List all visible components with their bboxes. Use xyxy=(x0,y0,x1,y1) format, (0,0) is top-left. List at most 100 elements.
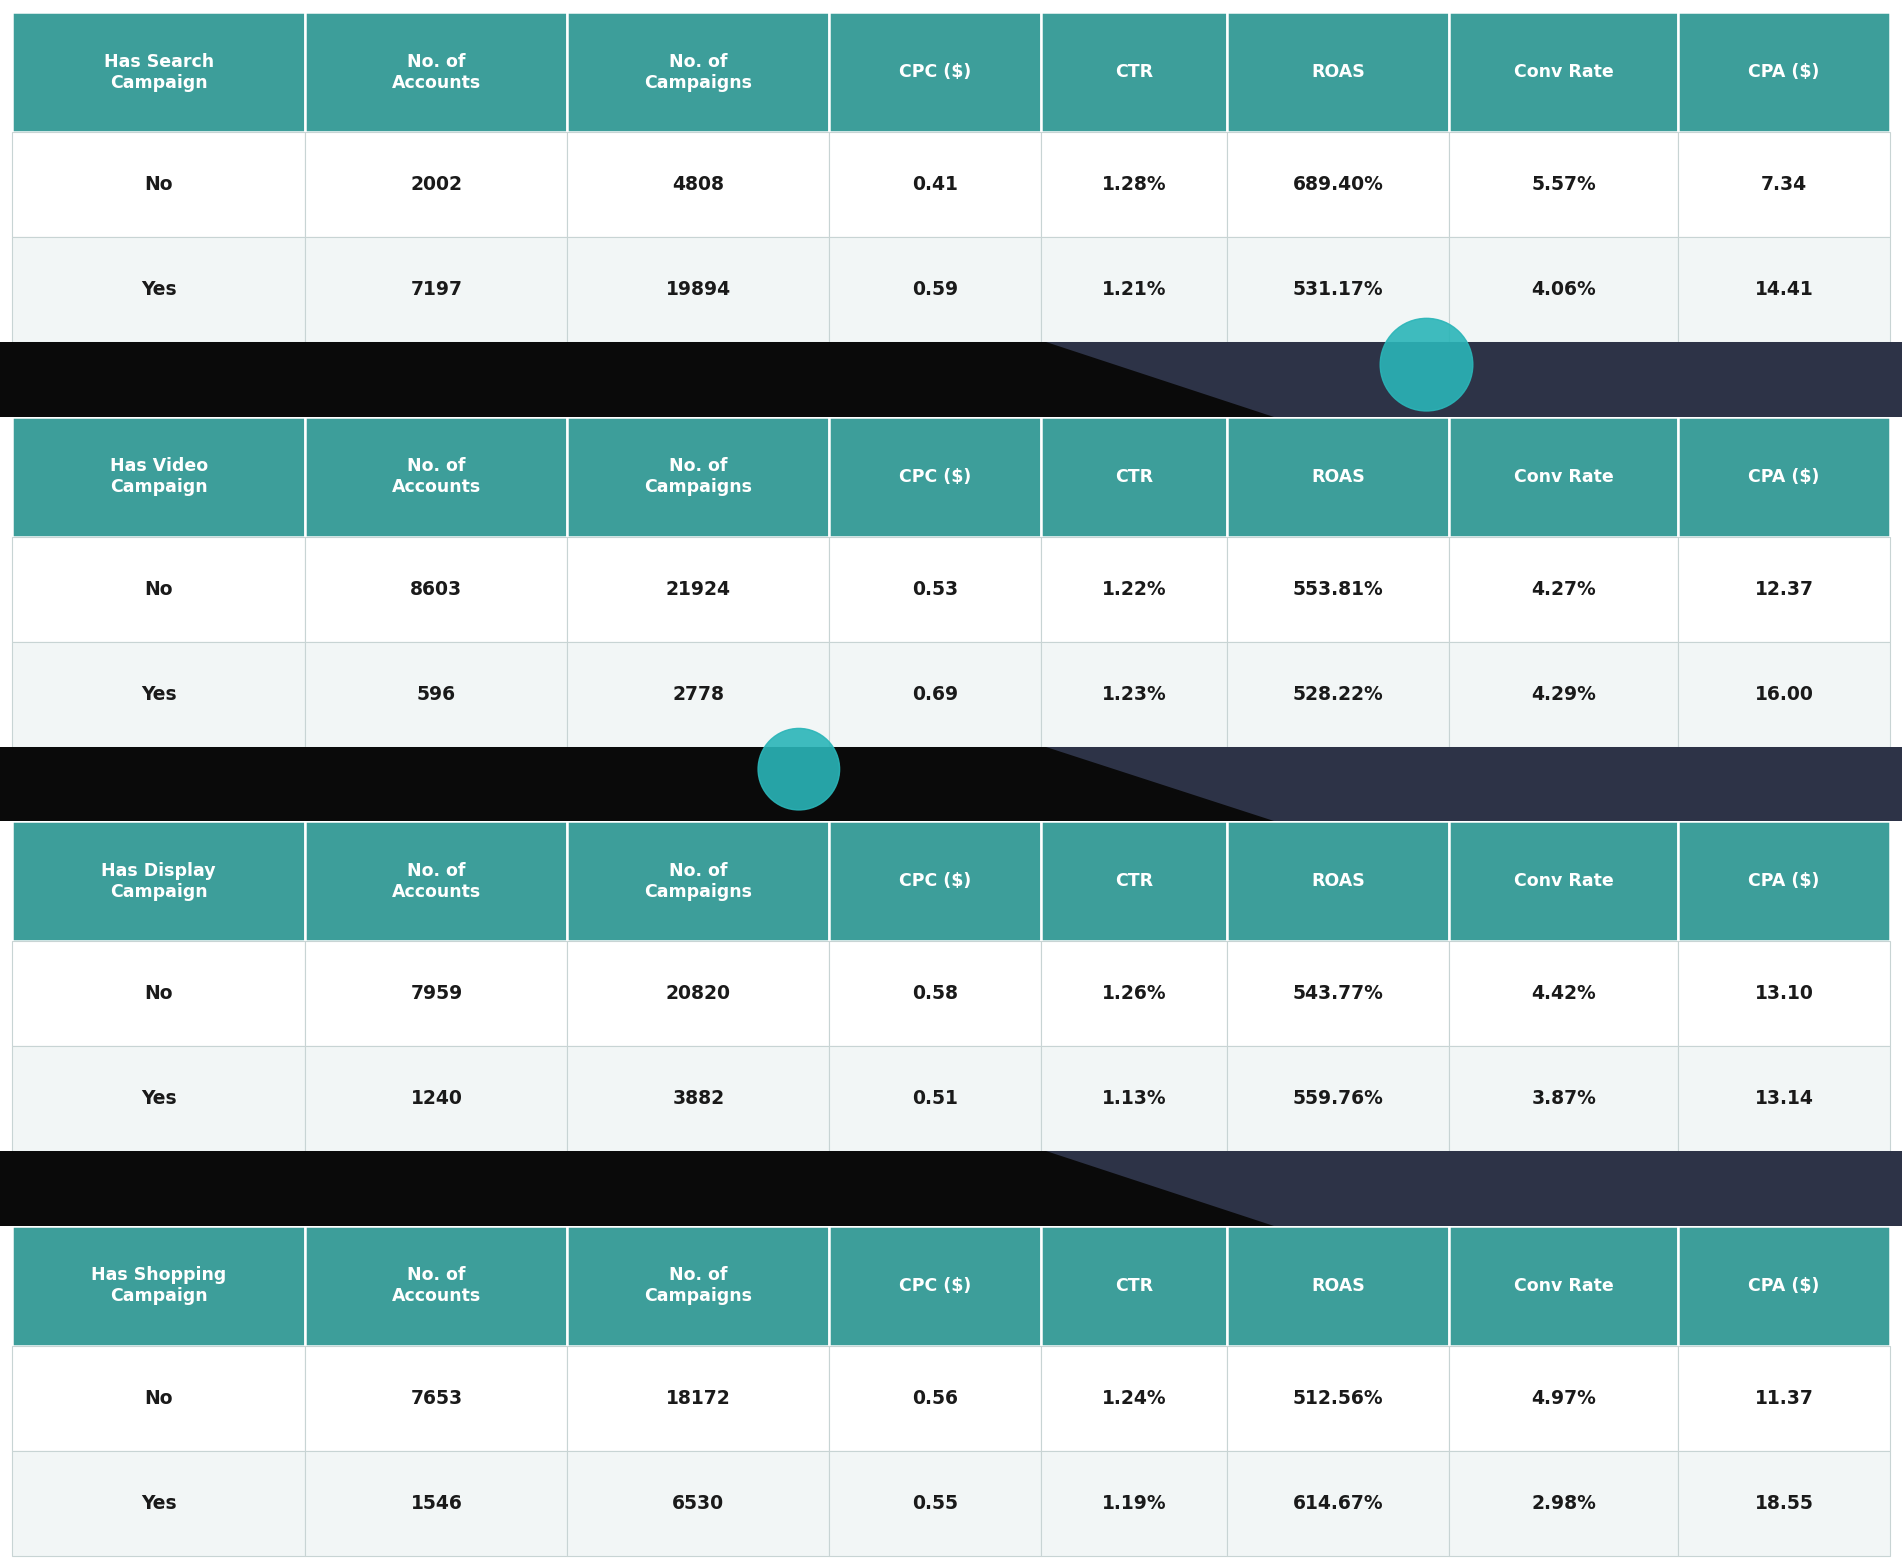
Text: 6530: 6530 xyxy=(671,1494,725,1513)
Text: 689.40%: 689.40% xyxy=(1293,176,1383,194)
Text: CPC ($): CPC ($) xyxy=(900,1276,972,1295)
Bar xyxy=(306,1046,567,1151)
Text: ROAS: ROAS xyxy=(1310,467,1366,486)
Bar xyxy=(1040,1345,1227,1450)
Text: No. of
Campaigns: No. of Campaigns xyxy=(645,53,753,91)
Bar xyxy=(1040,237,1227,342)
Bar xyxy=(1227,1345,1449,1450)
Bar xyxy=(1227,1226,1449,1345)
Text: 5.57%: 5.57% xyxy=(1531,176,1596,194)
Bar xyxy=(567,13,829,132)
Text: 0.41: 0.41 xyxy=(913,176,959,194)
Bar xyxy=(1678,536,1891,641)
Text: ROAS: ROAS xyxy=(1310,63,1366,82)
Bar xyxy=(1040,417,1227,536)
Bar xyxy=(306,13,567,132)
Text: 528.22%: 528.22% xyxy=(1293,685,1383,704)
Text: Yes: Yes xyxy=(141,685,177,704)
Text: 4.97%: 4.97% xyxy=(1531,1389,1596,1408)
Text: 16.00: 16.00 xyxy=(1756,685,1813,704)
Bar xyxy=(1678,1226,1891,1345)
Text: Conv Rate: Conv Rate xyxy=(1514,63,1613,82)
Bar xyxy=(829,132,1040,237)
Bar xyxy=(829,1046,1040,1151)
Bar xyxy=(11,237,306,342)
Text: No. of
Accounts: No. of Accounts xyxy=(392,53,481,91)
Text: 20820: 20820 xyxy=(666,985,730,1004)
Text: No. of
Accounts: No. of Accounts xyxy=(392,458,481,495)
Text: CPC ($): CPC ($) xyxy=(900,63,972,82)
Polygon shape xyxy=(1046,1151,1902,1226)
Polygon shape xyxy=(1046,746,1902,822)
Bar xyxy=(306,1450,567,1555)
Text: 1.24%: 1.24% xyxy=(1101,1389,1166,1408)
Bar xyxy=(829,641,1040,746)
Text: CPA ($): CPA ($) xyxy=(1748,872,1820,891)
Bar xyxy=(11,1046,306,1151)
Bar xyxy=(1449,641,1678,746)
Text: 2.98%: 2.98% xyxy=(1531,1494,1596,1513)
Text: 559.76%: 559.76% xyxy=(1293,1090,1383,1109)
Text: CPC ($): CPC ($) xyxy=(900,467,972,486)
Bar xyxy=(1227,941,1449,1046)
Text: 1.28%: 1.28% xyxy=(1101,176,1166,194)
Bar xyxy=(829,1226,1040,1345)
Circle shape xyxy=(584,444,862,721)
Text: 12.37: 12.37 xyxy=(1754,580,1815,599)
Text: 18172: 18172 xyxy=(666,1389,730,1408)
Text: 7959: 7959 xyxy=(411,985,462,1004)
Text: Has Shopping
Campaign: Has Shopping Campaign xyxy=(91,1267,226,1305)
Bar xyxy=(1040,1450,1227,1555)
Text: ROAS: ROAS xyxy=(1310,1276,1366,1295)
Text: No: No xyxy=(145,1389,173,1408)
Bar xyxy=(567,641,829,746)
Text: Yes: Yes xyxy=(141,1090,177,1109)
Text: ROAS: ROAS xyxy=(1310,872,1366,891)
Bar xyxy=(567,1046,829,1151)
Bar xyxy=(829,536,1040,641)
Bar xyxy=(1449,536,1678,641)
Bar xyxy=(11,417,306,536)
Bar xyxy=(306,536,567,641)
Text: 18.55: 18.55 xyxy=(1756,1494,1813,1513)
Text: Has Video
Campaign: Has Video Campaign xyxy=(110,458,207,495)
Text: 1.23%: 1.23% xyxy=(1101,685,1166,704)
Text: 13.14: 13.14 xyxy=(1756,1090,1813,1109)
Text: 553.81%: 553.81% xyxy=(1293,580,1383,599)
Bar xyxy=(11,641,306,746)
Circle shape xyxy=(287,855,550,1118)
Text: 0.55: 0.55 xyxy=(913,1494,959,1513)
Text: Conv Rate: Conv Rate xyxy=(1514,872,1613,891)
Text: CPA ($): CPA ($) xyxy=(1748,63,1820,82)
Bar xyxy=(1449,1046,1678,1151)
Bar xyxy=(1678,132,1891,237)
Bar xyxy=(1449,1345,1678,1450)
Text: No. of
Campaigns: No. of Campaigns xyxy=(645,458,753,495)
Bar xyxy=(1678,822,1891,941)
Text: 3882: 3882 xyxy=(671,1090,725,1109)
Text: 0.59: 0.59 xyxy=(913,281,959,299)
Bar xyxy=(1449,1226,1678,1345)
Bar xyxy=(11,941,306,1046)
Text: 531.17%: 531.17% xyxy=(1293,281,1383,299)
Text: 1546: 1546 xyxy=(411,1494,462,1513)
Bar xyxy=(1040,941,1227,1046)
Text: CPA ($): CPA ($) xyxy=(1748,467,1820,486)
Text: 543.77%: 543.77% xyxy=(1293,985,1383,1004)
Text: 11.37: 11.37 xyxy=(1756,1389,1813,1408)
Text: 2002: 2002 xyxy=(411,176,462,194)
Bar xyxy=(1040,13,1227,132)
Bar xyxy=(1227,641,1449,746)
Bar xyxy=(1678,941,1891,1046)
Bar xyxy=(1227,237,1449,342)
Text: No: No xyxy=(145,176,173,194)
Text: 2778: 2778 xyxy=(673,685,725,704)
Text: No. of
Campaigns: No. of Campaigns xyxy=(645,1267,753,1305)
Bar xyxy=(11,13,306,132)
Bar xyxy=(306,1226,567,1345)
Bar xyxy=(1227,417,1449,536)
Bar xyxy=(1449,417,1678,536)
Text: 4.27%: 4.27% xyxy=(1531,580,1596,599)
Bar xyxy=(306,132,567,237)
Bar xyxy=(306,1345,567,1450)
